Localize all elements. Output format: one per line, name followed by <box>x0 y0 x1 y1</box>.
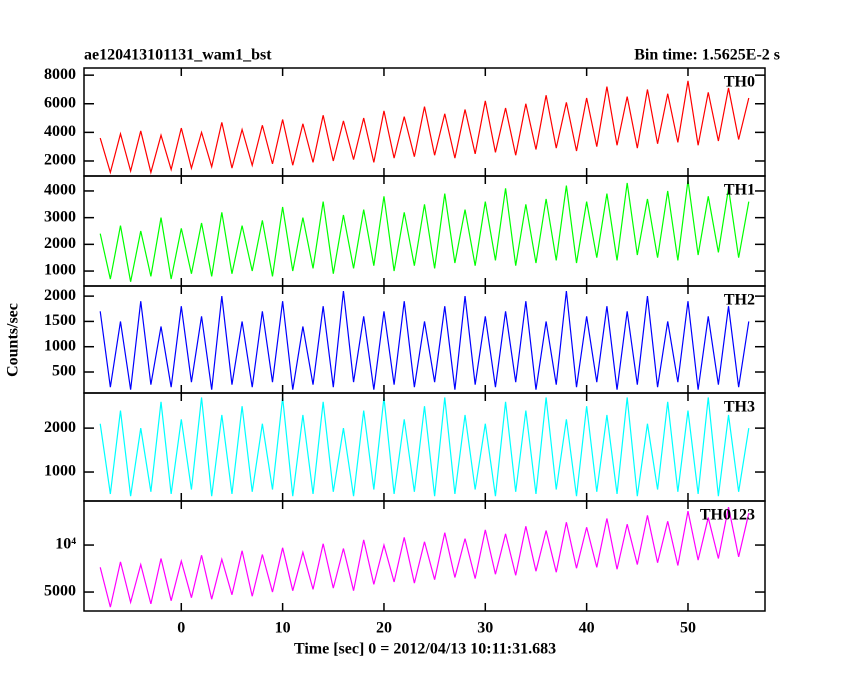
panel-frame <box>83 67 766 177</box>
x-tick-label: 10 <box>275 620 291 637</box>
x-tick-label: 50 <box>680 620 696 637</box>
x-tick-label: 30 <box>477 620 493 637</box>
x-tick-label: 40 <box>579 620 595 637</box>
y-tick-label: 2000 <box>44 419 76 436</box>
y-axis-label: Counts/sec <box>5 303 22 377</box>
y-tick-label: 8000 <box>44 66 76 83</box>
x-tick-label: 20 <box>376 620 392 637</box>
panel-label: TH1 <box>724 182 755 199</box>
y-tick-label: 1000 <box>44 262 76 279</box>
data-line <box>99 80 750 175</box>
y-tick-label: 1500 <box>44 312 76 329</box>
y-tick-label: 3000 <box>44 208 76 225</box>
y-tick-label: 10⁴ <box>55 536 76 553</box>
y-tick-label: 4000 <box>44 182 76 199</box>
chart-subtitle: Bin time: 1.5625E-2 s <box>634 47 780 64</box>
y-tick-label: 6000 <box>44 94 76 111</box>
y-tick-label: 1000 <box>44 337 76 354</box>
y-tick-label: 5000 <box>44 583 76 600</box>
panel-frame <box>83 500 766 612</box>
panel-label: TH0 <box>724 74 755 91</box>
x-tick-label: 0 <box>177 620 185 637</box>
data-line <box>99 506 750 608</box>
panel-label: TH0123 <box>700 507 755 524</box>
panel-label: TH3 <box>724 399 755 416</box>
y-tick-label: 2000 <box>44 287 76 304</box>
chart-title: ae120413101131_wam1_bst <box>84 47 272 64</box>
data-line <box>99 290 750 390</box>
panel-label: TH2 <box>724 292 755 309</box>
y-tick-label: 2000 <box>44 235 76 252</box>
y-tick-label: 1000 <box>44 463 76 480</box>
y-tick-label: 2000 <box>44 152 76 169</box>
x-axis-label: Time [sec] 0 = 2012/04/13 10:11:31.683 <box>294 641 556 658</box>
data-line <box>99 397 750 497</box>
y-tick-label: 500 <box>52 363 76 380</box>
panel-frame <box>83 175 766 287</box>
data-line <box>99 180 750 282</box>
y-tick-label: 4000 <box>44 123 76 140</box>
